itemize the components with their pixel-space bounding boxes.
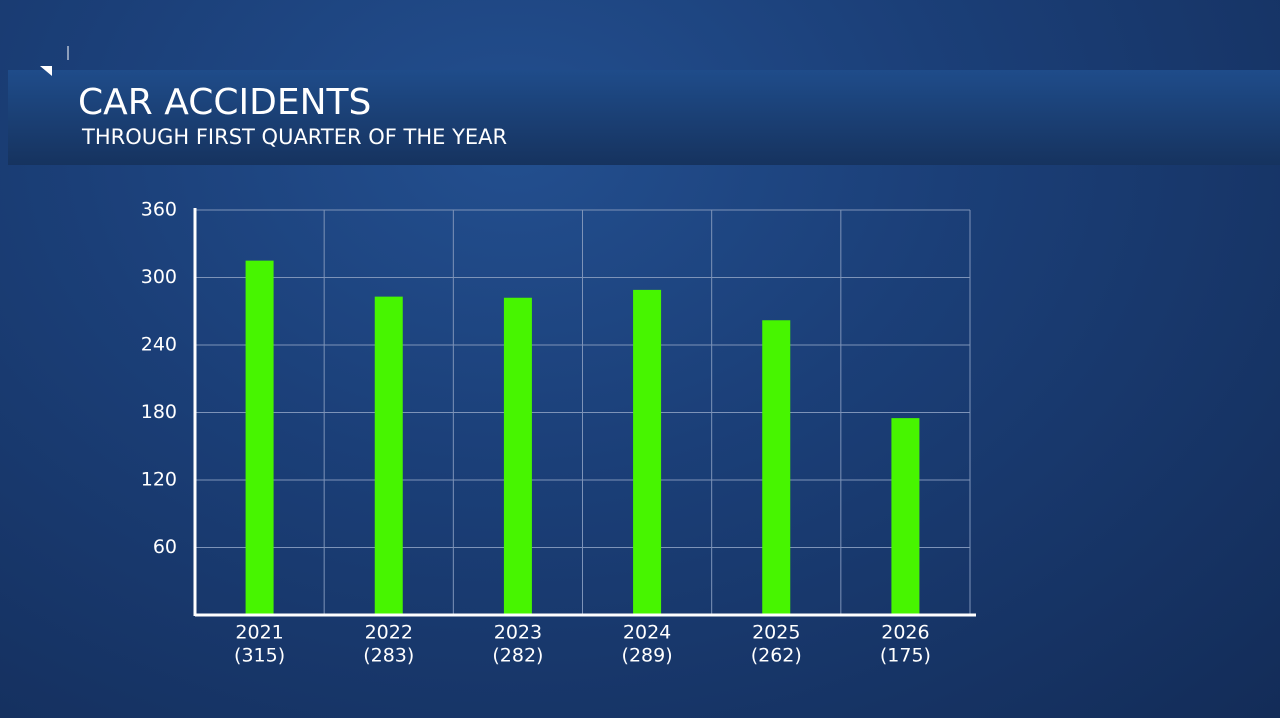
- x-tick-label: 2024: [623, 622, 671, 644]
- x-tick-label: 2023: [494, 622, 542, 644]
- value-label: (175): [880, 645, 931, 667]
- corner-mark: [40, 66, 52, 76]
- chart-title: CAR ACCIDENTS: [78, 82, 371, 123]
- y-tick-label: 60: [153, 536, 177, 558]
- bar: [891, 418, 920, 615]
- y-tick-label: 120: [141, 469, 177, 491]
- value-label: (289): [622, 645, 673, 667]
- bar: [762, 320, 791, 615]
- bar: [633, 289, 662, 615]
- x-tick-label: 2022: [365, 622, 413, 644]
- y-tick-label: 300: [141, 266, 177, 288]
- y-tick-label: 360: [141, 199, 177, 221]
- chart-subtitle: THROUGH FIRST QUARTER OF THE YEAR: [81, 125, 507, 149]
- x-tick-label: 2021: [235, 622, 283, 644]
- bar: [245, 260, 274, 615]
- value-label: (283): [363, 645, 414, 667]
- bar: [374, 296, 403, 615]
- y-tick-label: 180: [141, 401, 177, 423]
- x-tick-label: 2025: [752, 622, 800, 644]
- value-label: (282): [492, 645, 543, 667]
- x-tick-label: 2026: [881, 622, 929, 644]
- bar: [503, 297, 532, 615]
- y-tick-label: 240: [141, 334, 177, 356]
- title-banner: [8, 70, 1280, 165]
- value-label: (315): [234, 645, 285, 667]
- value-label: (262): [751, 645, 802, 667]
